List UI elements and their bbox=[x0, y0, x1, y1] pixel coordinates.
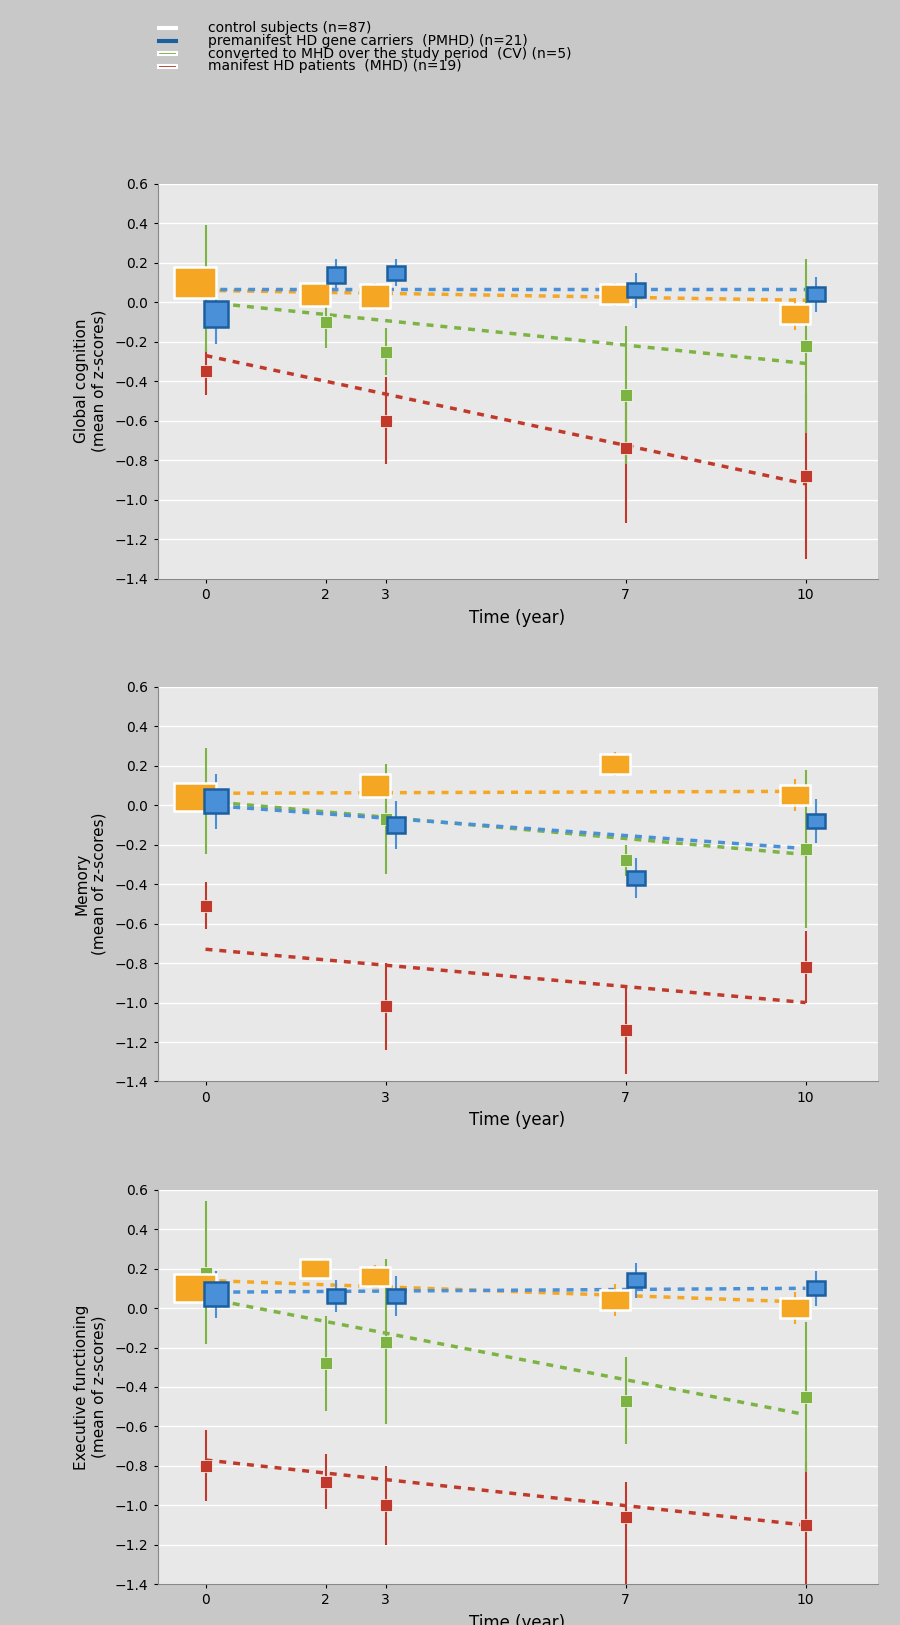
FancyBboxPatch shape bbox=[599, 284, 630, 304]
X-axis label: Time (year): Time (year) bbox=[470, 1614, 565, 1625]
FancyBboxPatch shape bbox=[328, 266, 346, 283]
FancyBboxPatch shape bbox=[204, 790, 229, 812]
FancyBboxPatch shape bbox=[174, 266, 216, 299]
FancyBboxPatch shape bbox=[387, 1289, 405, 1303]
Text: premanifest HD gene carriers  (PMHD) (n=21): premanifest HD gene carriers (PMHD) (n=2… bbox=[208, 34, 527, 47]
Y-axis label: Global cognition
(mean of z-scores): Global cognition (mean of z-scores) bbox=[74, 310, 106, 452]
FancyBboxPatch shape bbox=[360, 284, 390, 309]
FancyBboxPatch shape bbox=[158, 65, 177, 68]
FancyBboxPatch shape bbox=[328, 1289, 346, 1303]
FancyBboxPatch shape bbox=[627, 871, 645, 886]
FancyBboxPatch shape bbox=[360, 1266, 390, 1287]
FancyBboxPatch shape bbox=[627, 283, 645, 297]
Text: converted to MHD over the study period  (CV) (n=5): converted to MHD over the study period (… bbox=[208, 47, 572, 60]
FancyBboxPatch shape bbox=[627, 1274, 645, 1287]
FancyBboxPatch shape bbox=[387, 817, 405, 832]
FancyBboxPatch shape bbox=[779, 304, 810, 323]
FancyBboxPatch shape bbox=[779, 785, 810, 804]
Y-axis label: Executive functioning
(mean of z-scores): Executive functioning (mean of z-scores) bbox=[74, 1305, 106, 1469]
FancyBboxPatch shape bbox=[158, 39, 177, 42]
X-axis label: Time (year): Time (year) bbox=[470, 608, 565, 627]
X-axis label: Time (year): Time (year) bbox=[470, 1112, 565, 1129]
FancyBboxPatch shape bbox=[300, 283, 329, 306]
Text: manifest HD patients  (MHD) (n=19): manifest HD patients (MHD) (n=19) bbox=[208, 60, 462, 73]
FancyBboxPatch shape bbox=[174, 783, 216, 811]
FancyBboxPatch shape bbox=[599, 1290, 630, 1310]
Text: control subjects (n=87): control subjects (n=87) bbox=[208, 21, 372, 36]
FancyBboxPatch shape bbox=[599, 754, 630, 773]
FancyBboxPatch shape bbox=[204, 301, 229, 327]
FancyBboxPatch shape bbox=[204, 1282, 229, 1306]
FancyBboxPatch shape bbox=[360, 774, 390, 798]
FancyBboxPatch shape bbox=[158, 28, 177, 29]
FancyBboxPatch shape bbox=[807, 814, 825, 827]
FancyBboxPatch shape bbox=[779, 1298, 810, 1318]
FancyBboxPatch shape bbox=[158, 52, 177, 55]
Y-axis label: Memory
(mean of z-scores): Memory (mean of z-scores) bbox=[74, 812, 106, 956]
FancyBboxPatch shape bbox=[807, 1282, 825, 1295]
FancyBboxPatch shape bbox=[300, 1259, 329, 1279]
FancyBboxPatch shape bbox=[174, 1274, 216, 1302]
FancyBboxPatch shape bbox=[387, 266, 405, 279]
FancyBboxPatch shape bbox=[807, 288, 825, 301]
